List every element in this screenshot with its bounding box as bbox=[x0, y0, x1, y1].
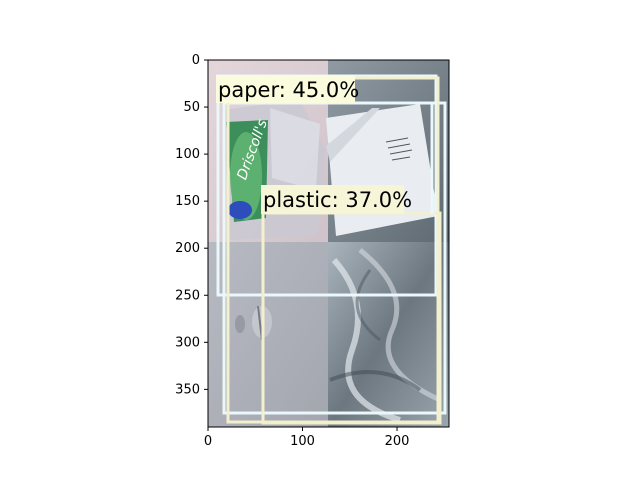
plastic-label-text: plastic: 37.0% bbox=[263, 188, 412, 212]
plastic-bag-photo bbox=[328, 242, 449, 427]
y-tick-label: 50 bbox=[183, 100, 200, 115]
detection-label-paper: paper: 45.0% bbox=[216, 75, 359, 103]
y-tick-label: 200 bbox=[175, 241, 200, 256]
axes-frame bbox=[207, 59, 450, 428]
x-axis: 0 100 200 bbox=[204, 427, 410, 449]
paper-label-text: paper: 45.0% bbox=[218, 78, 359, 102]
plastic-cup-photo bbox=[208, 242, 328, 427]
y-tick-label: 100 bbox=[175, 147, 200, 162]
x-tick-label: 200 bbox=[385, 434, 410, 449]
x-tick-label: 100 bbox=[290, 434, 315, 449]
y-axis: 0 50 100 150 200 250 300 350 bbox=[175, 53, 208, 397]
y-tick-label: 300 bbox=[175, 335, 200, 350]
photo-collage: Driscoll's bbox=[208, 60, 449, 427]
y-tick-label: 350 bbox=[175, 382, 200, 397]
y-tick-label: 0 bbox=[192, 53, 200, 68]
y-tick-label: 150 bbox=[175, 194, 200, 209]
x-tick-label: 0 bbox=[204, 434, 212, 449]
detection-label-plastic: plastic: 37.0% bbox=[261, 185, 412, 214]
y-tick-label: 250 bbox=[175, 288, 200, 303]
